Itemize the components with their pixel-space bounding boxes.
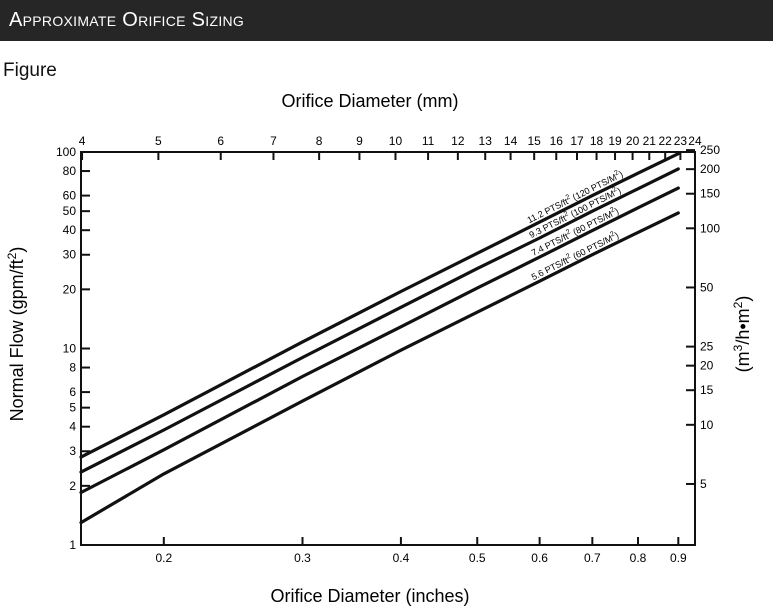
series-label-end: ) [613,206,620,216]
series-label-sup: 2 [565,253,572,261]
top-x-tick-label: 10 [389,134,403,148]
series-line [79,152,680,459]
x-tick-label: 0.2 [155,551,172,565]
top-x-tick-label: 4 [79,134,86,148]
top-x-tick-label: 16 [550,134,564,148]
top-x-tick-label: 6 [217,134,224,148]
series-label-end: ) [615,185,622,195]
top-x-tick-label: 19 [608,134,622,148]
top-x-tick-label: 23 [674,134,688,148]
top-x-tick-label: 22 [659,134,673,148]
right-y-tick-label: 10 [700,418,714,432]
top-x-tick-label: 11 [422,134,435,148]
right-y-tick-label: 50 [700,280,714,294]
series-label-sup: 2 [611,186,618,194]
y-tick-label: 1 [69,538,76,552]
bottom-axis-title: Orifice Diameter (inches) [270,586,469,606]
series-line [79,167,680,474]
left-axis-title-end: ) [7,247,27,253]
series-label-sup: 2 [609,230,616,238]
series-line [79,186,680,495]
series-label-end: ) [613,230,620,240]
y-tick-label: 6 [69,385,76,399]
top-x-tick-label: 20 [626,134,640,148]
plot-frame [80,151,696,546]
series-label-end: ) [617,169,624,179]
y-tick-label: 100 [56,145,76,159]
page-title: Approximate Orifice Sizing [9,9,245,31]
y-tick-label: 60 [63,189,77,203]
top-x-tick-label: 5 [155,134,162,148]
right-y-tick-label: 5 [700,477,707,491]
y-tick-label: 50 [63,204,77,218]
right-axis-title: (m3/h•m2) [731,296,753,373]
x-tick-label: 0.9 [670,551,687,565]
y-tick-label: 4 [69,420,76,434]
top-x-tick-label: 21 [643,134,657,148]
right-y-tick-label: 250 [700,143,720,157]
figure-label: Figure [3,60,57,81]
x-tick-label: 0.8 [630,551,647,565]
right-axis-title-end: ) [733,296,753,302]
top-x-tick-label: 15 [528,134,542,148]
y-tick-label: 40 [63,223,77,237]
series-label-sup: 2 [565,194,572,202]
y-tick-label: 20 [63,282,77,296]
right-axis-title-mid: /h•m [733,308,753,344]
y-tick-label: 8 [69,361,76,375]
top-axis-title: Orifice Diameter (mm) [281,91,458,111]
right-y-tick-label: 100 [700,221,720,235]
top-x-tick-label: 9 [356,134,363,148]
top-x-tick-label: 7 [270,134,277,148]
left-axis-title-sup: 2 [5,252,19,259]
y-tick-label: 5 [69,401,76,415]
y-tick-label: 3 [69,444,76,458]
top-x-tick-label: 24 [688,134,702,148]
series-label-sup: 2 [565,228,572,236]
x-tick-label: 0.4 [393,551,410,565]
x-tick-label: 0.3 [294,551,311,565]
x-tick-label: 0.6 [531,551,548,565]
left-axis-title-main: Normal Flow (gpm/ft [7,259,27,421]
top-x-tick-label: 18 [590,134,604,148]
top-x-tick-label: 17 [570,134,584,148]
x-tick-label: 0.7 [584,551,601,565]
right-axis-title-main: (m [733,351,753,372]
right-y-tick-label: 150 [700,187,720,201]
right-axis-title-sup2: 2 [731,301,745,308]
series-line [79,211,680,525]
right-axis-title-sup: 3 [731,344,745,351]
y-tick-label: 2 [69,479,76,493]
header-bar: Approximate Orifice Sizing [0,0,773,41]
top-x-tick-label: 13 [479,134,493,148]
right-y-tick-label: 25 [700,340,714,354]
right-y-tick-label: 15 [700,383,714,397]
top-x-tick-label: 8 [316,134,323,148]
top-x-tick-label: 12 [451,134,465,148]
series-label-sup: 2 [613,169,620,177]
series-label-sup: 2 [563,210,570,218]
left-axis-title: Normal Flow (gpm/ft2) [5,247,27,422]
y-tick-label: 30 [63,248,77,262]
right-y-tick-label: 200 [700,162,720,176]
y-tick-label: 80 [63,164,77,178]
x-tick-label: 0.5 [469,551,486,565]
right-y-tick-label: 20 [700,359,714,373]
y-tick-label: 10 [63,342,77,356]
top-x-tick-label: 14 [504,134,518,148]
series-label-sup: 2 [609,206,616,214]
